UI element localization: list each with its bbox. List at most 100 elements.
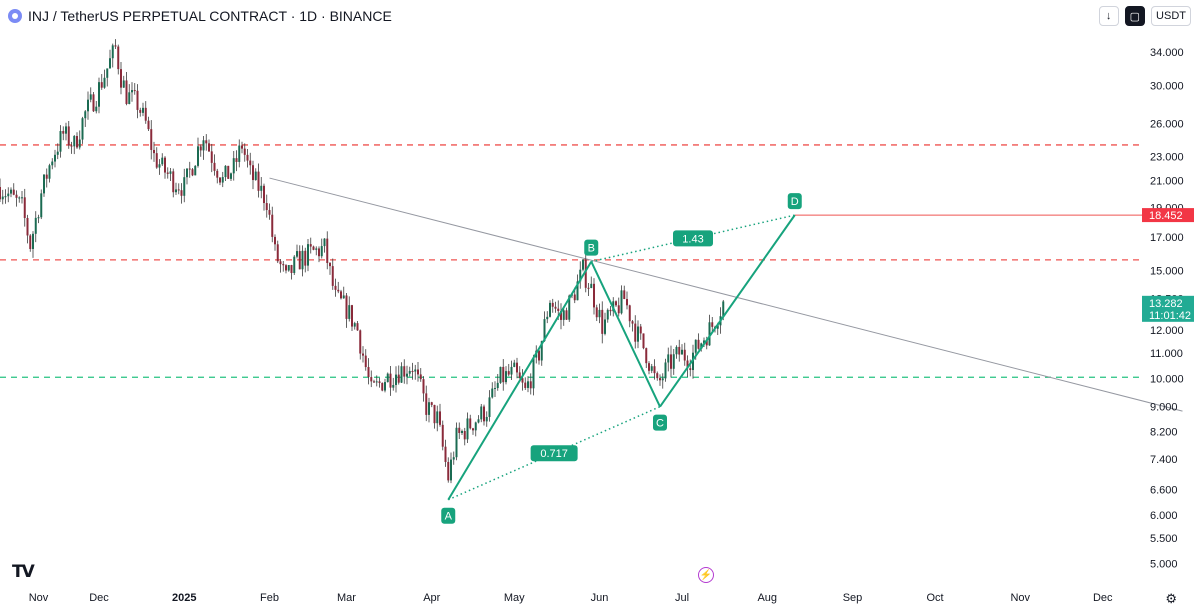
ratio-label-box-1[interactable] [673, 230, 713, 247]
candle-body-190 [521, 378, 524, 383]
candle-body-180 [494, 388, 496, 390]
y-tick-6: 17.000 [1150, 232, 1184, 244]
candle-body-163 [447, 461, 450, 481]
candle-body-149 [408, 370, 411, 374]
candle-body-257 [705, 340, 708, 346]
candle-body-169 [463, 431, 466, 440]
candle-body-68 [186, 168, 188, 178]
candle-body-115 [315, 248, 318, 250]
trendline[interactable] [269, 177, 1183, 412]
candle-body-21 [56, 151, 59, 155]
candle-body-81 [221, 177, 224, 183]
candle-body-251 [689, 368, 692, 371]
candle-body-95 [260, 185, 263, 191]
x-tick-0: Nov [29, 592, 49, 604]
candle-body-17 [45, 174, 48, 179]
candle-body-88 [241, 145, 243, 149]
candle-body-219 [601, 309, 604, 334]
top-right-toolbar: ↓ ▢ USDT [1098, 6, 1191, 26]
candle-body-33 [89, 94, 92, 100]
currency-selector[interactable]: USDT [1151, 6, 1191, 26]
candle-body-23 [62, 131, 65, 134]
candle-body-100 [274, 236, 276, 245]
pattern-point-box-D[interactable] [787, 193, 802, 210]
candle-body-61 [166, 172, 169, 174]
y-tick-0: 34.000 [1150, 47, 1184, 59]
candle-body-45 [122, 80, 125, 88]
candle-body-215 [590, 283, 593, 289]
candle-body-240 [659, 378, 661, 381]
candle-body-36 [98, 82, 100, 107]
candle-body-48 [131, 90, 133, 93]
candle-body-136 [373, 381, 375, 383]
candle-body-20 [54, 154, 56, 162]
tradingview-logo[interactable]: TV [12, 562, 35, 582]
candle-body-218 [598, 309, 601, 318]
gear-icon[interactable]: ⚙ [1165, 591, 1177, 606]
y-tick-15: 6.000 [1150, 510, 1178, 522]
candle-body-110 [301, 250, 304, 270]
candle-body-263 [722, 301, 725, 317]
symbol-header[interactable]: INJ / TetherUS PERPETUAL CONTRACT · 1D ·… [8, 6, 392, 26]
candle-body-235 [645, 348, 648, 364]
price-label-0: 18.452 [1149, 210, 1183, 222]
candle-body-140 [384, 382, 386, 391]
candle-body-53 [144, 107, 147, 121]
y-tick-8: 12.000 [1150, 325, 1184, 337]
pattern-leg-AB[interactable] [447, 261, 593, 501]
price-label-sub-1: 11:01:42 [1149, 310, 1191, 322]
candle-body-2 [4, 196, 7, 198]
candle-body-209 [573, 294, 576, 301]
candle-body-55 [150, 129, 153, 150]
candle-body-59 [161, 157, 164, 165]
candle-body-24 [65, 126, 67, 134]
pattern-leg-CD[interactable] [659, 214, 796, 408]
price-label-1: 13.282 [1149, 298, 1183, 310]
pattern-point-box-B[interactable] [584, 239, 599, 256]
x-tick-9: Aug [757, 592, 777, 604]
pattern-leg-BC[interactable] [590, 261, 661, 408]
candle-body-103 [282, 264, 285, 266]
frame-icon[interactable]: ▢ [1124, 6, 1146, 26]
y-tick-14: 6.600 [1150, 484, 1178, 496]
lightning-icon[interactable]: ⚡ [698, 567, 714, 583]
candle-body-201 [551, 302, 554, 307]
candle-body-35 [95, 106, 98, 112]
candle-body-91 [249, 160, 252, 166]
y-tick-9: 11.000 [1150, 348, 1183, 360]
candle-body-40 [109, 58, 111, 69]
price-label-box-1[interactable] [1142, 295, 1194, 322]
candle-body-150 [411, 370, 414, 372]
candle-body-130 [356, 323, 359, 331]
candle-body-170 [466, 418, 469, 440]
candle-body-92 [252, 165, 254, 181]
injective-logo-icon [8, 9, 22, 23]
candle-body-162 [444, 446, 447, 462]
candle-body-227 [623, 290, 626, 299]
candle-body-1 [1, 196, 4, 200]
candle-body-22 [59, 131, 62, 152]
arrow-down-icon[interactable]: ↓ [1098, 6, 1119, 26]
candle-body-26 [70, 145, 73, 147]
candle-body-217 [595, 307, 598, 318]
candle-body-189 [518, 372, 521, 379]
candle-body-70 [191, 169, 194, 176]
y-tick-11: 9.000 [1150, 402, 1178, 414]
y-tick-2: 26.000 [1150, 119, 1184, 131]
candle-body-94 [257, 171, 260, 191]
pattern-point-box-A[interactable] [441, 507, 456, 524]
candle-body-228 [626, 298, 628, 306]
candle-body-224 [615, 301, 617, 306]
candle-body-38 [103, 77, 106, 88]
candle-body-198 [543, 319, 546, 342]
candle-body-62 [169, 171, 172, 174]
pattern-point-box-C[interactable] [653, 414, 667, 431]
candle-body-259 [711, 322, 714, 327]
price-label-box-0[interactable] [1142, 208, 1194, 223]
candle-body-232 [637, 326, 639, 342]
candle-body-161 [441, 424, 444, 447]
candle-body-247 [678, 346, 681, 355]
ratio-label-box-0[interactable] [530, 445, 578, 462]
